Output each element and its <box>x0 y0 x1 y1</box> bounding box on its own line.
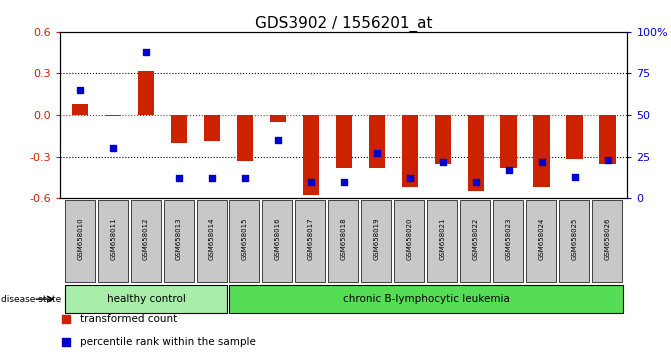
Text: GSM658024: GSM658024 <box>539 218 545 260</box>
FancyBboxPatch shape <box>64 200 95 282</box>
Text: GSM658026: GSM658026 <box>605 218 611 260</box>
Point <box>372 150 382 156</box>
Point <box>405 176 415 181</box>
Bar <box>171 115 187 143</box>
Text: transformed count: transformed count <box>81 314 178 325</box>
Text: GSM658010: GSM658010 <box>77 218 83 260</box>
Text: healthy control: healthy control <box>107 294 186 304</box>
Point <box>174 176 185 181</box>
Bar <box>501 115 517 168</box>
Text: percentile rank within the sample: percentile rank within the sample <box>81 337 256 348</box>
Bar <box>105 115 121 116</box>
Point <box>503 167 514 173</box>
Text: GSM658023: GSM658023 <box>506 218 512 260</box>
Point <box>603 157 613 163</box>
Text: disease state: disease state <box>1 295 62 304</box>
FancyBboxPatch shape <box>493 200 523 282</box>
FancyBboxPatch shape <box>262 200 293 282</box>
Point <box>437 159 448 165</box>
Point <box>470 179 481 184</box>
FancyBboxPatch shape <box>164 200 193 282</box>
Point <box>60 316 71 322</box>
FancyBboxPatch shape <box>526 200 556 282</box>
Text: GSM658014: GSM658014 <box>209 218 215 260</box>
FancyBboxPatch shape <box>460 200 491 282</box>
Bar <box>533 115 550 187</box>
Text: GSM658016: GSM658016 <box>275 218 281 260</box>
Bar <box>368 115 385 168</box>
Text: chronic B-lymphocytic leukemia: chronic B-lymphocytic leukemia <box>343 294 510 304</box>
Point <box>338 179 349 184</box>
FancyBboxPatch shape <box>197 200 227 282</box>
FancyBboxPatch shape <box>395 200 424 282</box>
FancyBboxPatch shape <box>328 200 358 282</box>
Text: GSM658012: GSM658012 <box>143 218 149 260</box>
Point <box>305 179 316 184</box>
Text: GSM658021: GSM658021 <box>440 218 446 260</box>
Bar <box>336 115 352 168</box>
Bar <box>237 115 253 161</box>
FancyBboxPatch shape <box>229 200 260 282</box>
Text: GSM658019: GSM658019 <box>374 218 380 260</box>
Bar <box>435 115 451 164</box>
Point <box>108 145 119 151</box>
Bar <box>138 71 154 115</box>
Title: GDS3902 / 1556201_at: GDS3902 / 1556201_at <box>255 16 433 32</box>
Bar <box>303 115 319 195</box>
Text: GSM658011: GSM658011 <box>110 218 116 260</box>
Text: GSM658020: GSM658020 <box>407 218 413 260</box>
FancyBboxPatch shape <box>131 200 160 282</box>
Text: GSM658025: GSM658025 <box>572 218 578 260</box>
Text: GSM658018: GSM658018 <box>341 218 347 260</box>
FancyBboxPatch shape <box>362 200 391 282</box>
FancyBboxPatch shape <box>229 285 623 314</box>
Text: GSM658015: GSM658015 <box>242 218 248 260</box>
FancyBboxPatch shape <box>64 285 227 314</box>
Bar <box>72 104 89 115</box>
FancyBboxPatch shape <box>427 200 457 282</box>
FancyBboxPatch shape <box>295 200 325 282</box>
Point <box>240 176 250 181</box>
Point <box>536 159 547 165</box>
Bar <box>468 115 484 191</box>
Point <box>207 176 217 181</box>
Text: GSM658017: GSM658017 <box>308 218 314 260</box>
Point <box>569 174 580 179</box>
Bar <box>204 115 220 141</box>
Point <box>141 49 152 55</box>
Point <box>60 340 71 346</box>
FancyBboxPatch shape <box>592 200 622 282</box>
Text: GSM658013: GSM658013 <box>176 218 182 260</box>
Bar <box>401 115 418 187</box>
Bar <box>599 115 616 164</box>
FancyBboxPatch shape <box>98 200 127 282</box>
FancyBboxPatch shape <box>559 200 589 282</box>
Bar <box>270 115 287 122</box>
Text: GSM658022: GSM658022 <box>473 218 478 260</box>
Bar <box>566 115 583 159</box>
Point <box>74 87 85 93</box>
Point <box>272 137 283 143</box>
